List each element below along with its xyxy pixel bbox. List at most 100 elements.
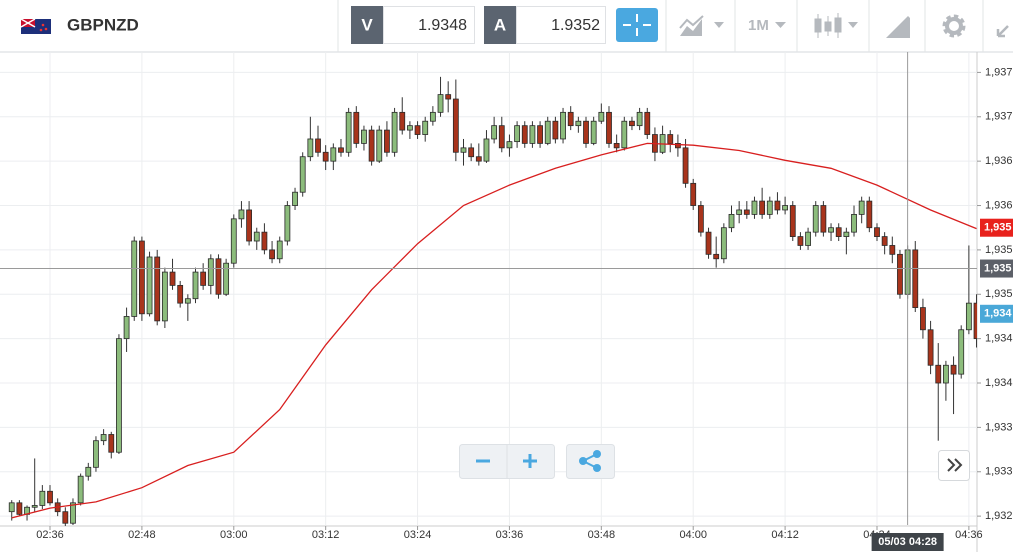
candle-body (498, 125, 505, 149)
y-tick-label: 1,933 (985, 466, 1013, 478)
candle-body (246, 209, 252, 242)
candle-body (361, 129, 367, 144)
candle-body (766, 200, 773, 215)
y-tick-label: 1,933 (985, 421, 1013, 433)
candle-body (345, 111, 352, 153)
candle-body (805, 231, 811, 246)
candle-body (207, 258, 214, 286)
scroll-right[interactable] (947, 458, 963, 472)
candle-body (705, 231, 712, 255)
share-button[interactable] (579, 450, 601, 472)
draw-button[interactable] (886, 16, 910, 38)
flag (20, 18, 51, 34)
candle-body (820, 205, 827, 233)
axes: 1,937 1,937 1,936 1,936 1,935 1,935 1,934 1,934… (36, 66, 1013, 551)
candle-body (751, 200, 758, 215)
candle-body (452, 98, 459, 153)
bid-price: 1.9348 (418, 17, 467, 34)
crosshair-price-box (980, 259, 1013, 278)
candle-body (491, 125, 498, 140)
candle-body (475, 156, 482, 162)
candle-body (200, 271, 207, 286)
candle-body (77, 475, 84, 504)
candle-body (315, 138, 321, 153)
y-tick-label: 1,936 (985, 199, 1013, 211)
candle-body (338, 147, 344, 153)
crosshair-price: 1,935 (984, 262, 1012, 274)
chart-type-button[interactable] (679, 15, 724, 36)
candle-body (223, 262, 230, 295)
candle-body (973, 302, 977, 340)
y-tick-label: 1,935 (985, 288, 1013, 300)
candle-style-button[interactable] (814, 13, 858, 38)
candle-body (935, 364, 942, 384)
candle-body (606, 111, 612, 144)
candle-body (514, 125, 520, 143)
candle-body (537, 125, 543, 144)
candle-body (797, 236, 804, 246)
candle-body (912, 249, 919, 308)
candle-body (253, 231, 260, 242)
candle-body (636, 111, 643, 127)
ask-button[interactable] (484, 6, 516, 44)
candle-body (920, 307, 926, 331)
candle-body (621, 120, 628, 149)
candle-body (575, 120, 582, 127)
candle-body (728, 213, 735, 229)
candle-body (85, 466, 92, 477)
x-tick-label: 03:36 (496, 529, 524, 541)
candle-body (39, 490, 46, 506)
candle-body (468, 147, 475, 158)
crosshair-time: 05/03 04:28 (878, 536, 937, 548)
candle-body (93, 440, 99, 468)
candle-body (406, 125, 413, 131)
candle-body (965, 302, 972, 331)
candle-body (506, 141, 513, 149)
candle-body (720, 227, 727, 260)
timeframe-caret (775, 22, 786, 28)
expand-button[interactable] (996, 25, 1009, 38)
candle-body (116, 338, 122, 453)
candle-body (690, 182, 697, 206)
candle-body (851, 213, 857, 233)
bid-button[interactable] (351, 6, 383, 44)
candle-body (307, 138, 314, 158)
candle-body (759, 200, 766, 215)
candle-body (399, 111, 406, 131)
candle-body (521, 125, 528, 144)
candle-body (47, 490, 53, 504)
candle-body (927, 329, 934, 366)
plot (0, 52, 977, 526)
x-tick-label: 02:36 (36, 529, 64, 541)
timeframe[interactable]: 1M (748, 17, 769, 34)
settings-button[interactable] (942, 14, 966, 38)
candle-body (774, 200, 781, 211)
x-tick-label: 04:36 (955, 529, 983, 541)
x-tick-label: 03:00 (220, 529, 248, 541)
candle-body (238, 209, 245, 220)
crosshair-time-box (871, 533, 944, 551)
zoom-in[interactable] (523, 454, 537, 468)
candle-body (215, 258, 222, 295)
candle-body (828, 227, 834, 233)
candle-body (812, 205, 819, 233)
candle-body (897, 253, 903, 295)
candle-body (368, 129, 375, 162)
candle-body (161, 271, 168, 322)
candle-body (843, 231, 850, 237)
candle-body (950, 364, 957, 375)
candle-body (376, 129, 383, 162)
candle-body (108, 434, 115, 453)
candle-body (169, 271, 176, 286)
x-tick-label: 03:24 (404, 529, 432, 541)
candle-body (682, 147, 689, 184)
x-tick-label: 03:12 (312, 529, 340, 541)
candle-body (529, 125, 536, 144)
candle-body (858, 200, 865, 215)
candle-body (667, 134, 674, 144)
candle-body (460, 147, 467, 153)
crosshair-button[interactable] (616, 8, 658, 42)
candle-body (284, 205, 291, 242)
candle-body (598, 111, 605, 122)
